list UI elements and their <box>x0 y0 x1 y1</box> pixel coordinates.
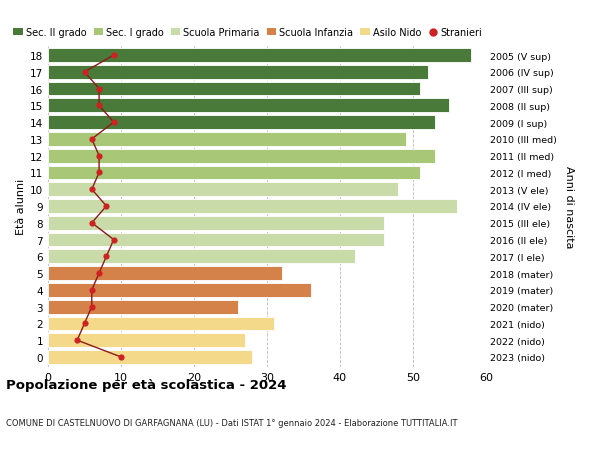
Point <box>109 52 119 60</box>
Point <box>87 219 97 227</box>
Bar <box>48 217 384 230</box>
Legend: Sec. II grado, Sec. I grado, Scuola Primaria, Scuola Infanzia, Asilo Nido, Stran: Sec. II grado, Sec. I grado, Scuola Prim… <box>13 28 482 38</box>
Point <box>116 353 126 361</box>
Bar <box>48 200 457 213</box>
Bar <box>48 283 311 297</box>
Point <box>109 236 119 244</box>
Bar <box>48 300 238 314</box>
Point <box>87 186 97 194</box>
Point <box>80 69 89 76</box>
Y-axis label: Età alunni: Età alunni <box>16 179 26 235</box>
Bar <box>48 150 435 163</box>
Text: Popolazione per età scolastica - 2024: Popolazione per età scolastica - 2024 <box>6 379 287 392</box>
Bar <box>48 83 420 96</box>
Bar <box>48 66 428 79</box>
Point <box>87 286 97 294</box>
Point <box>101 253 111 260</box>
Bar <box>48 166 420 180</box>
Y-axis label: Anni di nascita: Anni di nascita <box>564 165 574 248</box>
Point <box>101 203 111 210</box>
Point <box>80 320 89 327</box>
Bar <box>48 317 274 330</box>
Point <box>109 119 119 127</box>
Point <box>94 102 104 110</box>
Point <box>94 270 104 277</box>
Bar <box>48 133 406 146</box>
Point <box>87 136 97 143</box>
Bar <box>48 99 449 113</box>
Bar <box>48 183 398 196</box>
Point <box>94 169 104 177</box>
Point <box>94 153 104 160</box>
Bar <box>48 350 253 364</box>
Bar <box>48 334 245 347</box>
Point <box>94 86 104 93</box>
Point <box>73 337 82 344</box>
Text: COMUNE DI CASTELNUOVO DI GARFAGNANA (LU) - Dati ISTAT 1° gennaio 2024 - Elaboraz: COMUNE DI CASTELNUOVO DI GARFAGNANA (LU)… <box>6 418 458 427</box>
Bar <box>48 250 355 263</box>
Bar <box>48 49 472 63</box>
Bar <box>48 267 281 280</box>
Bar <box>48 233 384 247</box>
Point <box>87 303 97 311</box>
Bar <box>48 116 435 130</box>
